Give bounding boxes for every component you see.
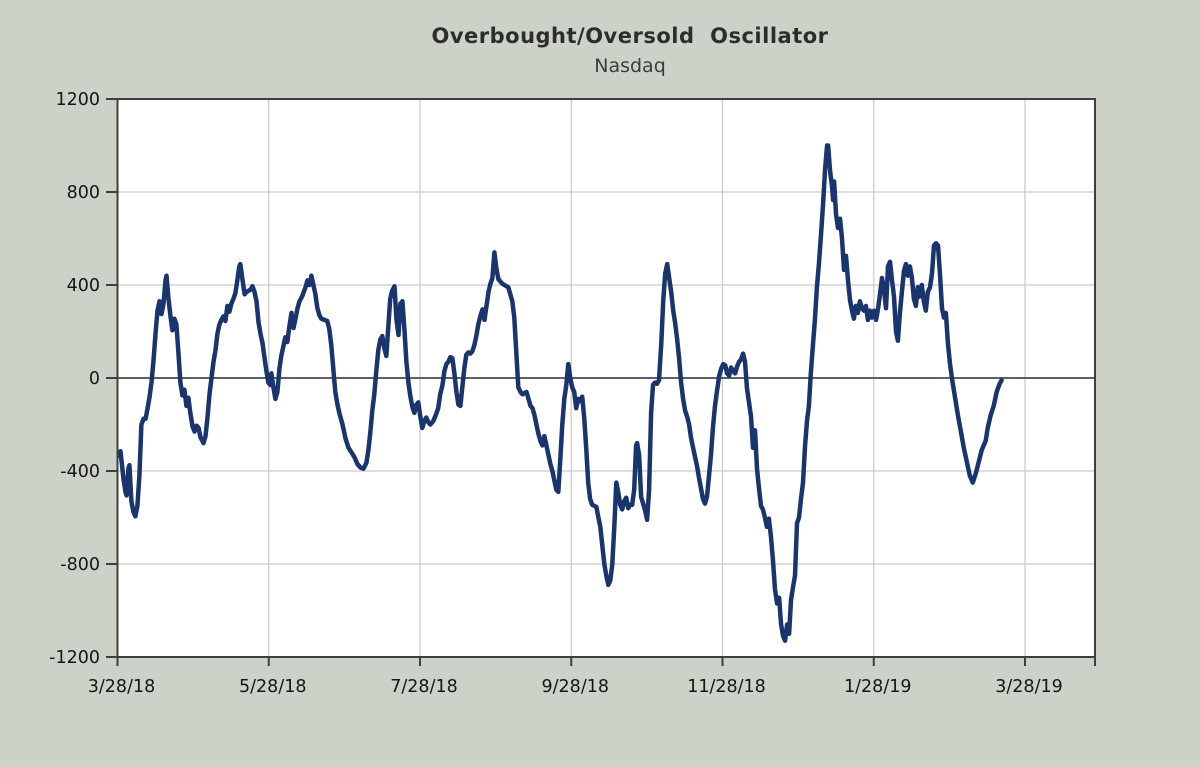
oscillator-line: [117, 143, 1004, 643]
y-axis-tick-label: -800: [60, 555, 100, 575]
y-axis-tick-label: 400: [67, 276, 100, 296]
x-axis-tick-label: 5/28/18: [239, 677, 306, 697]
x-axis-tick-label: 9/28/18: [542, 677, 609, 697]
axis-labels: 1200 800 400 0 -400 -800 -1200 3/28/18 5/28/18 7/…: [49, 90, 1063, 697]
x-axis-tick-label: 1/28/19: [844, 677, 911, 697]
x-axis-tick-label: 3/28/19: [995, 677, 1062, 697]
x-axis-tick-label: 3/28/18: [88, 677, 155, 697]
series-layer: [117, 143, 1004, 643]
x-axis-tick-label: 7/28/18: [390, 677, 457, 697]
y-axis-tick-label: -400: [60, 462, 100, 482]
axis-ticks: [106, 98, 1096, 666]
y-axis-tick-label: -1200: [49, 648, 100, 668]
y-axis-tick-label: 800: [67, 183, 100, 203]
x-axis-tick-label: 11/28/18: [687, 677, 766, 697]
y-axis-tick-label: 0: [89, 369, 100, 389]
y-axis-tick-label: 1200: [55, 90, 100, 110]
